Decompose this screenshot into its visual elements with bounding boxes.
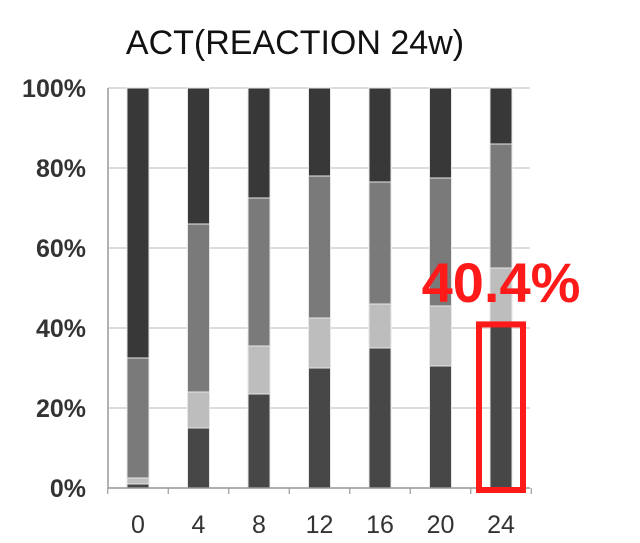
bar-segment <box>247 197 271 347</box>
x-tick-label: 20 <box>427 511 455 539</box>
x-tick-label: 12 <box>306 511 334 539</box>
x-tick-label: 0 <box>131 511 145 539</box>
x-tick-labels: 0 4 8 12 16 20 24 <box>131 511 515 539</box>
bar-segment <box>126 477 150 485</box>
callout-label: 40.4% <box>422 251 581 314</box>
bar-segment <box>247 87 271 199</box>
bar-segment <box>247 393 271 489</box>
bar-segment <box>187 223 210 393</box>
bar-segment <box>187 87 210 225</box>
y-tick-labels: 0% 20% 40% 60% 80% 100% <box>22 75 86 503</box>
bar-segment <box>368 181 392 305</box>
bars <box>126 87 513 489</box>
highlight-box <box>476 321 526 493</box>
y-tick-label: 20% <box>36 395 86 423</box>
bar-segment <box>247 345 271 395</box>
bar-segment <box>489 325 513 489</box>
bar-segment <box>126 357 150 479</box>
bar-segment <box>126 87 150 359</box>
chart-title: ACT(REACTION 24w) <box>126 24 464 62</box>
bar-segment <box>429 87 452 179</box>
bar-segment <box>187 391 210 429</box>
bar-segment <box>308 317 331 369</box>
bar-segment <box>489 87 513 145</box>
y-tick-label: 0% <box>50 475 86 503</box>
x-tick-label: 16 <box>366 511 394 539</box>
y-tick-label: 100% <box>22 75 86 103</box>
bar-segment <box>308 87 331 177</box>
bar-segment <box>368 303 392 349</box>
y-tick-label: 40% <box>36 315 86 343</box>
axes <box>107 88 532 494</box>
y-tick-label: 60% <box>36 235 86 263</box>
bar-segment <box>429 365 452 489</box>
bar-segment <box>308 367 331 489</box>
x-tick-label: 4 <box>192 511 206 539</box>
x-tick-label: 24 <box>487 511 515 539</box>
x-tick-label: 8 <box>252 511 266 539</box>
bar-segment <box>489 143 513 269</box>
y-tick-label: 80% <box>36 155 86 183</box>
bar-segment <box>308 175 331 319</box>
callout: 40.4% <box>422 251 581 493</box>
bar-segment <box>368 87 392 183</box>
bar-segment <box>368 347 392 489</box>
bar-segment <box>429 305 452 367</box>
bar-segment <box>187 427 210 489</box>
